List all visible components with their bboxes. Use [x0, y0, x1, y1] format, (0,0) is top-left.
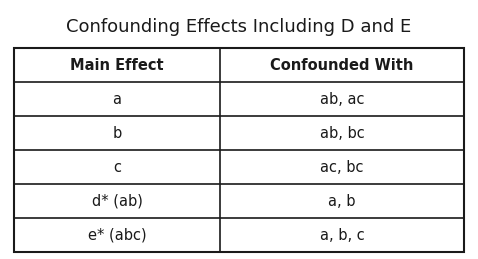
Text: e* (abc): e* (abc): [87, 227, 146, 242]
Text: Main Effect: Main Effect: [70, 57, 164, 73]
Text: a: a: [112, 91, 121, 106]
Text: Confounding Effects Including D and E: Confounding Effects Including D and E: [66, 18, 412, 36]
Text: a, b: a, b: [328, 193, 356, 208]
Bar: [14, 48, 464, 252]
Text: d* (ab): d* (ab): [92, 193, 142, 208]
Text: Confounded With: Confounded With: [271, 57, 413, 73]
Text: ab, ac: ab, ac: [320, 91, 364, 106]
Text: ab, bc: ab, bc: [320, 126, 364, 140]
Text: b: b: [112, 126, 121, 140]
Text: c: c: [113, 160, 121, 175]
Text: a, b, c: a, b, c: [320, 227, 364, 242]
Text: ac, bc: ac, bc: [320, 160, 364, 175]
